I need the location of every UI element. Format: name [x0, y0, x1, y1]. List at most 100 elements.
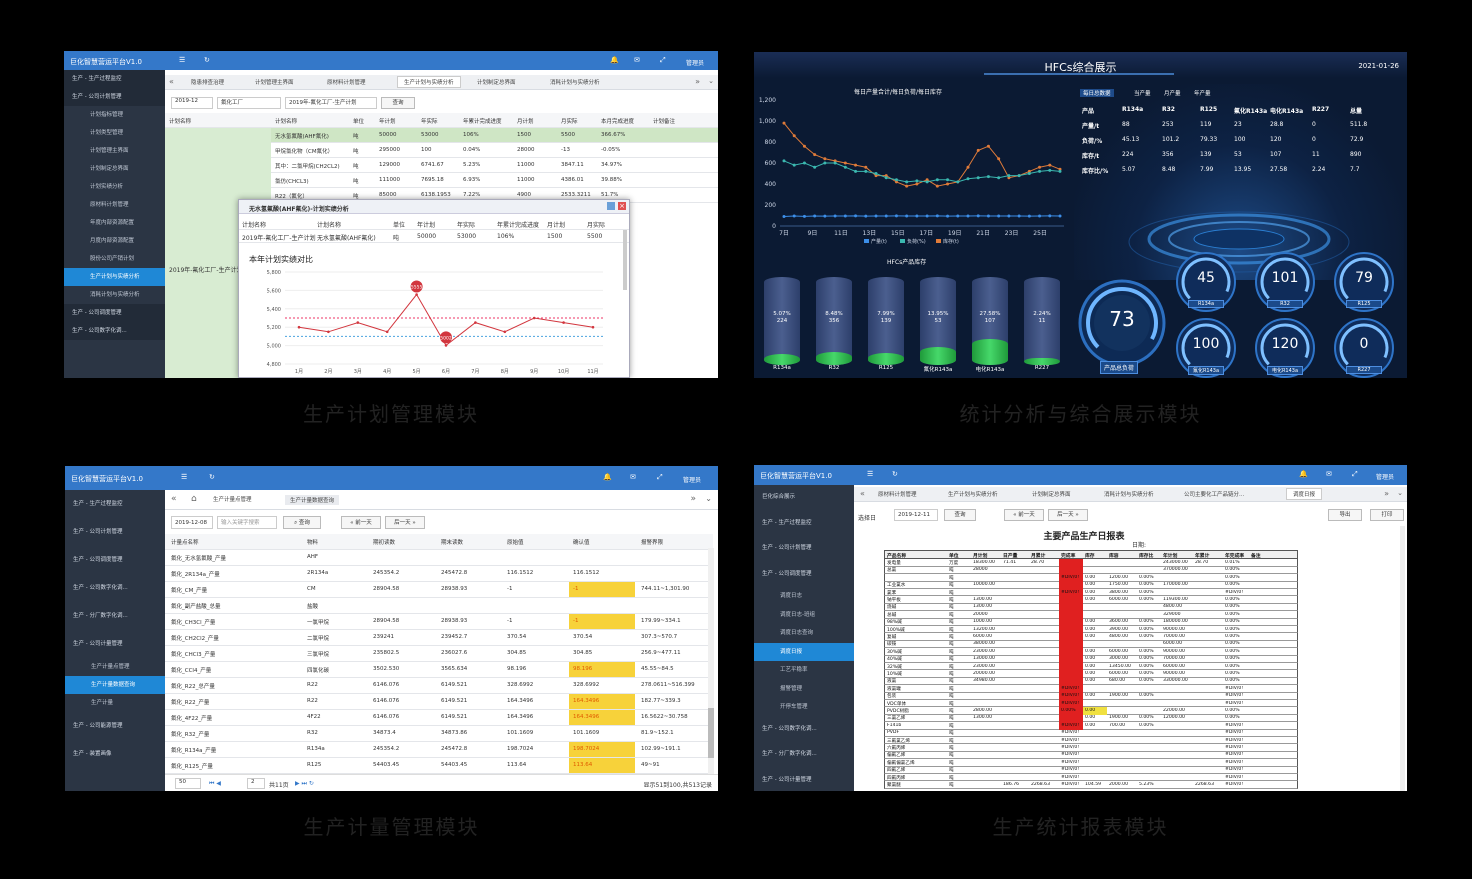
- sidebar-item[interactable]: 调度日志查询: [780, 630, 814, 636]
- sidebar-item[interactable]: 生产 - 公司数字化调...: [73, 585, 128, 591]
- message-icon[interactable]: ✉: [1326, 470, 1332, 478]
- sidebar-item[interactable]: 生产 - 公司计划管理: [73, 529, 123, 535]
- sidebar-item[interactable]: 调度日报: [754, 642, 854, 661]
- sidebar-item[interactable]: 计划实绩分析: [90, 184, 124, 190]
- table-row[interactable]: 氟化_R125_产量 R125 54403.45 54403.45 113.64 113.…: [165, 758, 713, 774]
- query-button[interactable]: 查询: [381, 97, 415, 109]
- prev-day-button[interactable]: « 前一天: [341, 516, 381, 529]
- tab[interactable]: 生产计量数据查询: [285, 495, 340, 505]
- tab[interactable]: 生产计划与实绩分析: [948, 492, 998, 498]
- search-input[interactable]: 输入关键字搜索: [217, 516, 277, 529]
- date-picker[interactable]: 2019-12-11: [894, 509, 938, 521]
- maximize-icon[interactable]: [607, 202, 615, 210]
- sidebar-item[interactable]: 生产 - 公司计量管理: [73, 641, 123, 647]
- sidebar-item[interactable]: 工艺平稳率: [780, 667, 808, 673]
- stats-tab[interactable]: 月产量: [1164, 91, 1181, 97]
- sidebar-item[interactable]: 年度内部资源配置: [90, 220, 135, 226]
- message-icon[interactable]: ✉: [630, 473, 636, 481]
- sidebar-item[interactable]: 生产 - 公司计划管理: [762, 545, 812, 551]
- sidebar-item[interactable]: 月度内部资源配置: [90, 238, 135, 244]
- sidebar-item[interactable]: 股份公司产销计划: [90, 256, 135, 262]
- prev-day-button[interactable]: « 前一天: [1004, 509, 1044, 521]
- sidebar-item[interactable]: 计划制定总界面: [90, 166, 129, 172]
- modal-scrollbar[interactable]: [623, 230, 627, 290]
- table-row[interactable]: 氟化_无水氢氟酸_产量 AHF: [165, 550, 713, 566]
- user-menu[interactable]: 管理员: [686, 60, 705, 67]
- tabs-next-icon[interactable]: »: [690, 494, 696, 504]
- sidebar-item[interactable]: 生产计量: [91, 700, 114, 706]
- menu-icon[interactable]: ☰: [867, 470, 874, 478]
- refresh-icon[interactable]: ↻: [209, 473, 215, 481]
- sidebar-item[interactable]: 计划管理主界面: [90, 148, 129, 154]
- tabs-prev-icon[interactable]: «: [169, 77, 174, 86]
- sidebar-item[interactable]: 生产 - 公司计划管理: [64, 88, 165, 106]
- report-scrollbar[interactable]: [1400, 526, 1405, 791]
- sidebar-item[interactable]: 生产 - 公司计量管理: [762, 776, 812, 783]
- table-row[interactable]: 氟化_CCl4_产量 四氯化碳 3502.530 3565.634 98.196 98.1…: [165, 662, 713, 678]
- tab[interactable]: 消耗计划与实绩分析: [1104, 492, 1154, 498]
- sidebar-item[interactable]: 生产 - 分厂数字化调...: [73, 613, 128, 619]
- menu-icon[interactable]: ☰: [181, 473, 188, 481]
- plan-select[interactable]: 2019年-氟化工厂-生产计划: [285, 97, 377, 109]
- tab[interactable]: 计划制定总界面: [477, 80, 516, 86]
- table-row[interactable]: 氟化_R22_产量 R22 6146.076 6149.521 164.3496 164.…: [165, 694, 713, 710]
- stats-tab[interactable]: 年产量: [1194, 91, 1211, 97]
- table-row[interactable]: 氟化_CM_产量 CM 28904.58 28938.93 -1 -1 744.11~1,3…: [165, 582, 713, 598]
- sidebar-item[interactable]: 生产 - 公司调度管理: [73, 557, 123, 563]
- print-button[interactable]: 打印: [1370, 509, 1404, 521]
- query-button[interactable]: 查询: [944, 509, 976, 521]
- tab[interactable]: 调度日报: [1286, 488, 1323, 500]
- sidebar-item[interactable]: 计划类型管理: [90, 130, 124, 136]
- bell-icon[interactable]: 🔔: [1299, 470, 1308, 478]
- sidebar-item[interactable]: 生产 - 装置画像: [73, 751, 112, 757]
- fullscreen-icon[interactable]: ⤢: [660, 56, 666, 64]
- message-icon[interactable]: ✉: [634, 56, 640, 64]
- sidebar-item[interactable]: 生产 - 公司数字化调...: [64, 322, 165, 340]
- tab[interactable]: 消耗计划与实绩分析: [550, 80, 600, 86]
- next-day-button[interactable]: 后一天 »: [1048, 509, 1088, 521]
- tab[interactable]: 计划管理主界面: [255, 80, 294, 86]
- table-row[interactable]: 氟化_CH2Cl2_产量 二氯甲烷 239241 239452.7 370.54 370.…: [165, 630, 713, 646]
- close-icon[interactable]: ×: [618, 202, 626, 210]
- table-row[interactable]: 氟化_R22_总产量 R22 6146.076 6149.521 328.6992 328…: [165, 678, 713, 694]
- table-row[interactable]: 氟化_R32_产量 R32 34873.4 34873.86 101.1609 101.1…: [165, 726, 713, 742]
- sidebar-item[interactable]: 开停车管理: [780, 704, 808, 710]
- sidebar-item[interactable]: 生产 - 公司数字化调...: [762, 725, 817, 732]
- sidebar-item[interactable]: 生产计量点管理: [91, 664, 130, 670]
- month-picker[interactable]: 2019-12: [171, 97, 213, 109]
- tabs-dropdown-icon[interactable]: ⌄: [708, 77, 714, 85]
- sidebar-item[interactable]: 巨化综合展示: [762, 494, 796, 500]
- sidebar-item[interactable]: 生产 - 公司调度管理: [64, 304, 165, 322]
- table-row[interactable]: 氯仿(CHCL3) 吨 111000 7695.18 6.93% 11000 4386.01…: [165, 173, 718, 188]
- page-size-select[interactable]: 50: [175, 778, 201, 789]
- table-row[interactable]: 氟化_2R134a_产量 2R134a 245354.2 245472.8 116.15…: [165, 566, 713, 582]
- table-row[interactable]: 氟化_CHCl3_产量 三氯甲烷 235802.5 236027.6 304.85 304…: [165, 646, 713, 662]
- tab[interactable]: 原材料计划管理: [327, 80, 366, 86]
- tabs-prev-icon[interactable]: «: [171, 494, 177, 504]
- tab[interactable]: 生产计划与实绩分析: [397, 76, 461, 88]
- menu-icon[interactable]: ☰: [179, 56, 186, 64]
- sidebar-item[interactable]: 生产 - 分厂数字化调...: [762, 751, 817, 757]
- tabs-next-icon[interactable]: »: [1384, 489, 1389, 498]
- sidebar-item[interactable]: 生产 - 公司调度管理: [762, 570, 812, 577]
- sidebar-item[interactable]: 生产计划与实绩分析: [64, 268, 165, 286]
- tabs-dropdown-icon[interactable]: ⌄: [705, 494, 712, 503]
- sidebar-item[interactable]: 原材料计划管理: [90, 202, 129, 208]
- sidebar-item[interactable]: 生产 - 生产过程监控: [762, 519, 812, 526]
- tab[interactable]: 原材料计划管理: [878, 492, 917, 498]
- stats-tab[interactable]: 每日总数据: [1080, 89, 1114, 97]
- tabs-dropdown-icon[interactable]: ⌄: [1397, 489, 1403, 497]
- sidebar-item[interactable]: 生产计量数据查询: [65, 676, 165, 694]
- query-button[interactable]: ⌕ 查询: [283, 516, 321, 529]
- plant-select[interactable]: 氟化工厂: [217, 97, 281, 109]
- sidebar-item[interactable]: 调度日志-班组: [780, 611, 815, 618]
- table-row[interactable]: 氟化_4F22_产量 4F22 6146.076 6149.521 164.3496 16…: [165, 710, 713, 726]
- table-row[interactable]: 其中：二氯甲烷(CH2CL2) 吨 129000 6741.67 5.23% 11000 3…: [165, 158, 718, 173]
- next-page-icon[interactable]: ▶ ⏭ ↻: [295, 780, 314, 787]
- tab[interactable]: 生产计量点管理: [213, 497, 252, 503]
- home-icon[interactable]: ⌂: [191, 494, 197, 504]
- table-row[interactable]: 无水氢氟酸(AHF氟化) 吨 50000 53000 106% 1500 5500 366.6…: [165, 128, 718, 143]
- export-button[interactable]: 导出: [1328, 509, 1362, 521]
- table-row[interactable]: 氟化_CH3Cl_产量 一氯甲烷 28904.58 28938.93 -1 -1 179.9…: [165, 614, 713, 630]
- table-row[interactable]: 氟化_副产盐酸_总量 盐酸: [165, 598, 713, 614]
